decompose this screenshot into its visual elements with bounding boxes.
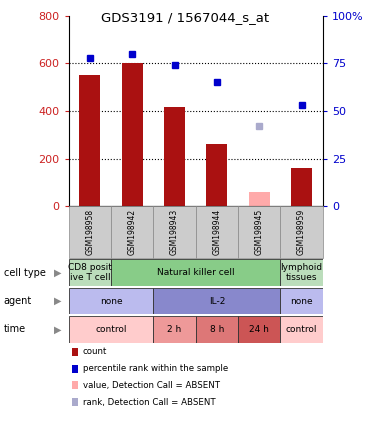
Text: IL-2: IL-2 (209, 297, 225, 305)
Text: GSM198958: GSM198958 (85, 209, 94, 255)
Text: 8 h: 8 h (210, 325, 224, 334)
Bar (69, 288, 153, 314)
Text: time: time (4, 325, 26, 334)
Text: agent: agent (4, 296, 32, 306)
Text: GSM198945: GSM198945 (255, 209, 264, 255)
Bar (122, 63, 143, 206)
Bar (153, 206, 196, 258)
Bar (164, 107, 185, 206)
Text: GSM198944: GSM198944 (212, 209, 221, 255)
Bar (291, 168, 312, 206)
Bar (69, 206, 111, 258)
Text: control: control (286, 325, 317, 334)
Text: control: control (95, 325, 127, 334)
Text: ▶: ▶ (54, 268, 61, 278)
Bar (111, 206, 153, 258)
Text: GDS3191 / 1567044_s_at: GDS3191 / 1567044_s_at (101, 11, 270, 24)
Bar (280, 316, 323, 343)
Bar (280, 206, 323, 258)
Text: count: count (83, 347, 107, 356)
Text: GSM198942: GSM198942 (128, 209, 137, 255)
Bar (238, 316, 280, 343)
Text: Natural killer cell: Natural killer cell (157, 268, 234, 277)
Bar (111, 259, 280, 286)
Bar (69, 259, 111, 286)
Bar (79, 75, 101, 206)
Bar (196, 316, 238, 343)
Text: ▶: ▶ (54, 325, 61, 334)
Text: GSM198943: GSM198943 (170, 209, 179, 255)
Text: value, Detection Call = ABSENT: value, Detection Call = ABSENT (83, 381, 220, 390)
Bar (280, 259, 323, 286)
Bar (238, 206, 280, 258)
Bar (280, 288, 323, 314)
Text: GSM198959: GSM198959 (297, 209, 306, 255)
Bar (153, 288, 280, 314)
Text: cell type: cell type (4, 268, 46, 278)
Text: rank, Detection Call = ABSENT: rank, Detection Call = ABSENT (83, 398, 215, 407)
Text: ▶: ▶ (54, 296, 61, 306)
Text: 24 h: 24 h (249, 325, 269, 334)
Text: percentile rank within the sample: percentile rank within the sample (83, 364, 228, 373)
Text: 2 h: 2 h (167, 325, 182, 334)
Text: lymphoid
tissues: lymphoid tissues (280, 263, 323, 282)
Bar (249, 192, 270, 206)
Bar (206, 144, 227, 206)
Bar (153, 316, 196, 343)
Bar (69, 316, 153, 343)
Text: CD8 posit
ive T cell: CD8 posit ive T cell (68, 263, 112, 282)
Text: none: none (290, 297, 313, 305)
Bar (196, 206, 238, 258)
Text: none: none (100, 297, 122, 305)
